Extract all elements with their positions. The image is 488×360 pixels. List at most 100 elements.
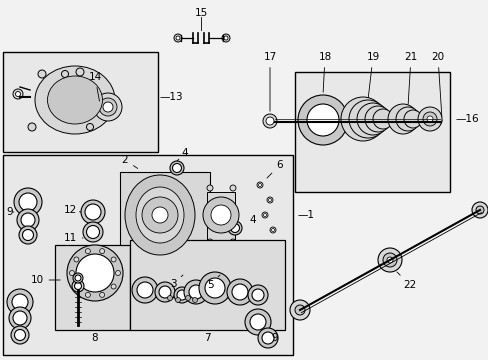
Circle shape [74,257,79,262]
Circle shape [176,36,180,40]
Text: 2: 2 [122,155,138,168]
Text: 20: 20 [430,52,444,116]
Circle shape [137,282,153,298]
Circle shape [175,297,180,302]
Circle shape [19,226,37,244]
Bar [3,52,158,152]
Circle shape [257,182,263,188]
Circle shape [155,282,175,302]
Circle shape [7,289,33,315]
Circle shape [306,104,338,136]
Circle shape [73,273,83,283]
Circle shape [76,68,84,76]
Circle shape [69,270,74,275]
Circle shape [348,100,386,138]
Text: 19: 19 [366,52,379,97]
Circle shape [11,326,29,344]
Circle shape [224,36,227,40]
Circle shape [215,267,224,277]
Text: 5: 5 [206,275,220,290]
Circle shape [263,213,266,216]
Circle shape [12,294,28,310]
Circle shape [475,206,483,214]
Circle shape [167,296,172,301]
Circle shape [269,227,275,233]
Circle shape [86,123,93,131]
Circle shape [263,114,276,128]
Circle shape [94,93,122,121]
Circle shape [99,98,117,116]
Ellipse shape [47,76,102,124]
Circle shape [189,285,203,299]
Circle shape [132,277,158,303]
Circle shape [85,292,90,297]
Ellipse shape [35,66,115,134]
Text: —1: —1 [297,210,314,220]
Circle shape [229,239,236,245]
Circle shape [206,185,213,191]
Circle shape [83,222,103,242]
Circle shape [297,95,347,145]
Text: —16: —16 [454,114,478,124]
Ellipse shape [125,175,195,255]
Circle shape [222,34,229,42]
Circle shape [262,332,273,344]
Circle shape [230,224,239,233]
Bar [55,245,130,330]
Text: 21: 21 [404,52,417,104]
Circle shape [231,284,247,300]
Circle shape [142,197,178,233]
Circle shape [422,112,436,126]
Circle shape [170,161,183,175]
Circle shape [247,285,267,305]
Circle shape [16,91,20,96]
Circle shape [115,270,120,275]
Circle shape [294,305,305,315]
Circle shape [180,267,185,273]
Bar [3,155,292,355]
Circle shape [50,82,90,122]
Circle shape [19,193,37,211]
Circle shape [258,328,278,348]
Circle shape [268,198,271,202]
Circle shape [111,284,116,289]
Circle shape [74,284,79,289]
Circle shape [258,184,261,186]
Circle shape [192,297,197,302]
Circle shape [266,197,272,203]
Circle shape [289,300,309,320]
Circle shape [251,289,264,301]
Circle shape [227,221,242,235]
Circle shape [85,204,101,220]
Circle shape [38,70,46,78]
Circle shape [426,116,432,122]
Ellipse shape [136,187,183,243]
Text: 9: 9 [7,207,14,217]
Circle shape [387,104,417,134]
Text: 10: 10 [30,275,60,285]
Circle shape [159,286,171,298]
Circle shape [372,109,392,129]
Text: 4: 4 [249,215,256,225]
Circle shape [244,309,270,335]
Circle shape [377,248,401,272]
Circle shape [67,245,123,301]
Circle shape [172,163,181,172]
Bar [294,72,449,192]
Circle shape [183,280,207,304]
Circle shape [262,212,267,218]
Circle shape [76,254,114,292]
Circle shape [57,89,83,115]
Circle shape [61,71,68,77]
Text: 7: 7 [203,333,210,343]
Circle shape [21,213,35,227]
Text: 22: 22 [396,272,416,290]
Circle shape [206,239,213,245]
Circle shape [271,229,274,231]
Circle shape [203,197,239,233]
Circle shape [85,249,90,254]
Circle shape [217,270,222,275]
Circle shape [72,280,84,292]
Text: 4: 4 [177,148,188,161]
Circle shape [100,292,104,297]
